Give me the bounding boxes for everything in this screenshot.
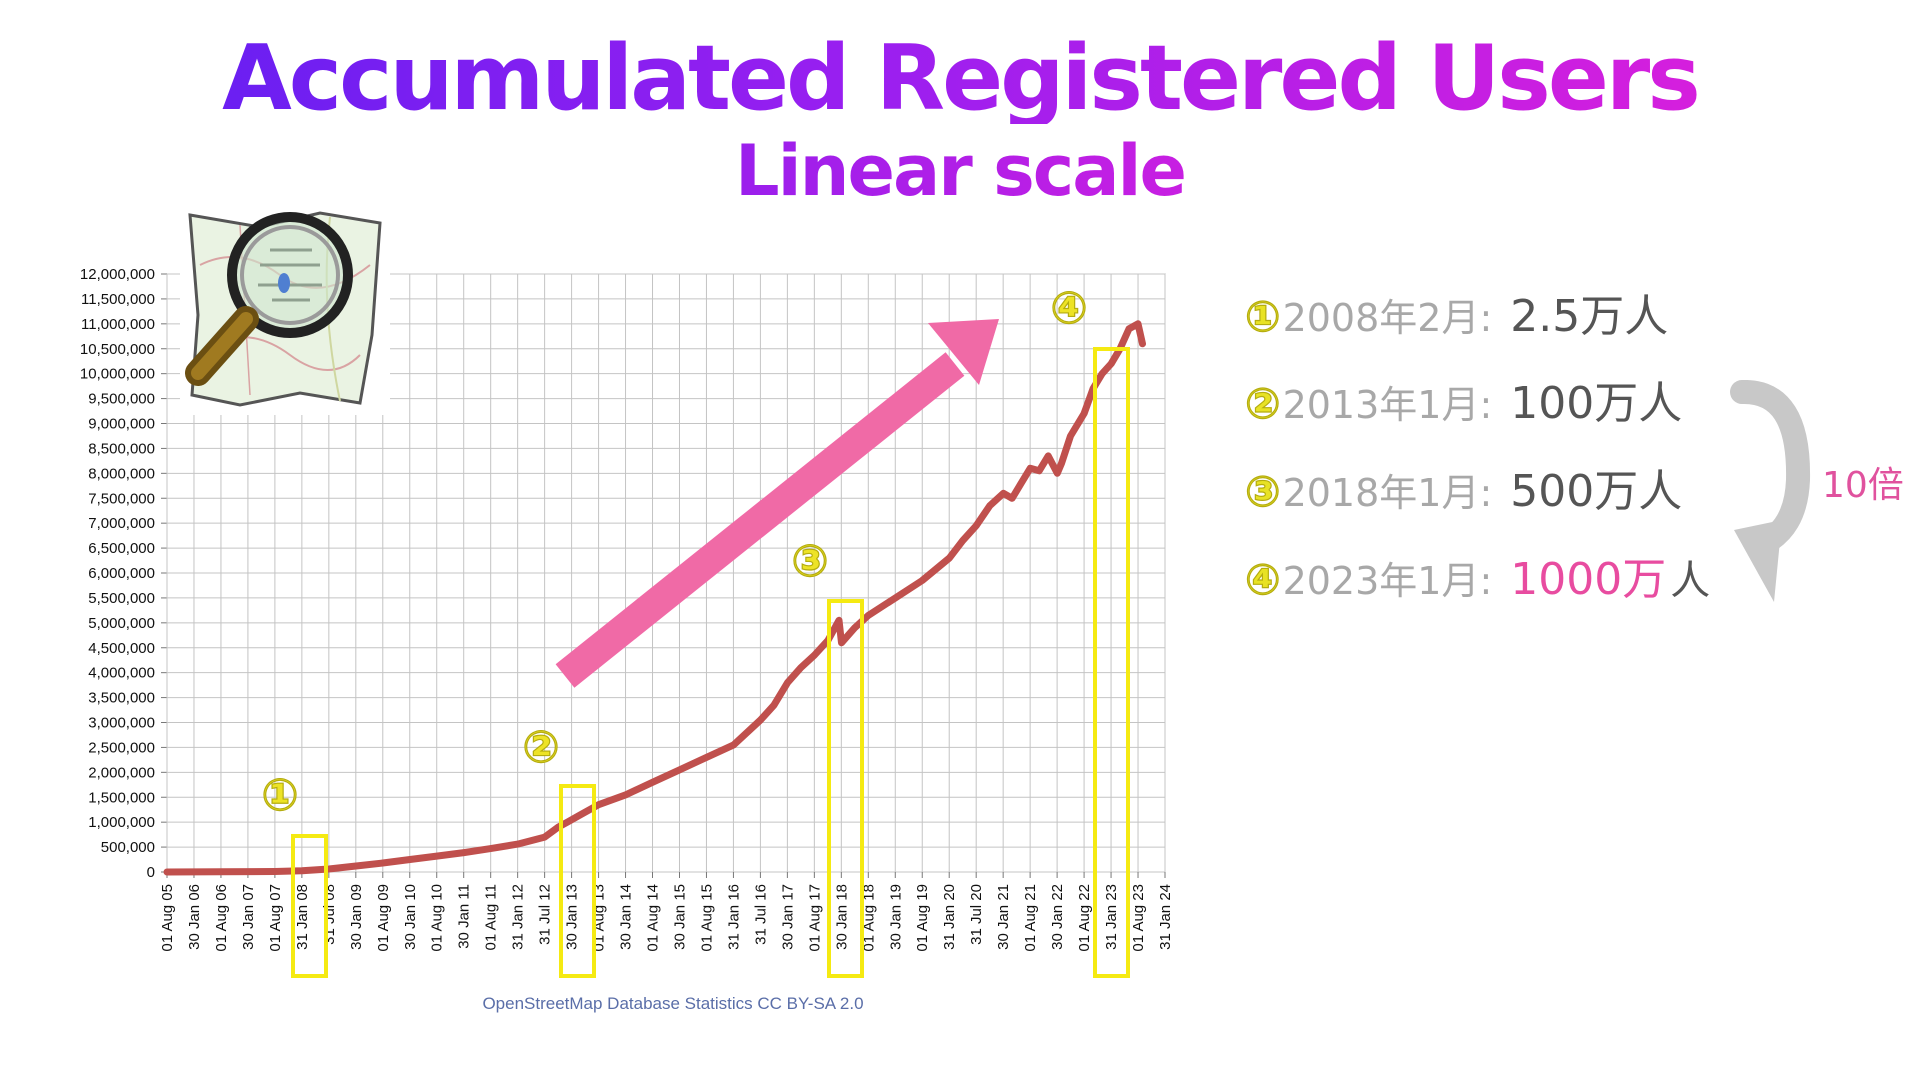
- x-tick-label: 01 Aug 15: [698, 884, 715, 952]
- marker-number: ②: [1244, 378, 1281, 428]
- annotation-date: 2018年1月:: [1282, 471, 1493, 515]
- y-tick-label: 12,000,000: [80, 266, 155, 283]
- annotation-date: 2008年2月:: [1282, 296, 1493, 340]
- y-tick-label: 9,000,000: [88, 416, 155, 433]
- x-tick-label: 01 Aug 10: [429, 884, 446, 952]
- multiplier-label: 10倍: [1822, 465, 1904, 506]
- annotation-value: 1000万: [1510, 554, 1667, 605]
- x-tick-label: 01 Aug 17: [806, 884, 823, 952]
- x-tick-label: 01 Aug 22: [1076, 884, 1093, 952]
- x-tick-label: 31 Jan 12: [510, 884, 527, 950]
- y-tick-label: 11,000,000: [81, 316, 155, 333]
- y-tick-label: 6,500,000: [88, 540, 155, 557]
- marker-label: ②: [522, 722, 559, 773]
- y-tick-label: 9,500,000: [88, 391, 155, 408]
- y-tick-label: 1,000,000: [88, 814, 155, 831]
- x-tick-label: 31 Jan 08: [294, 884, 311, 950]
- highlight-box: [559, 784, 596, 978]
- y-tick-label: 3,000,000: [88, 715, 155, 732]
- line-chart: 0 500,000 1,000,000 1,500,000 2,000,000 2,500…: [80, 266, 1174, 978]
- x-tick-label: 31 Jul 20: [968, 884, 985, 945]
- trend-arrow-head: [928, 319, 999, 385]
- page-title: Accumulated Registered Users: [0, 34, 1920, 124]
- y-tick-label: 4,000,000: [88, 665, 155, 682]
- annotation-1: ① 2008年2月: 2.5万人: [1244, 280, 1668, 342]
- annotation-4: ④ 2023年1月: 1000万 人: [1244, 543, 1711, 605]
- marker-number: ③: [1244, 466, 1281, 516]
- x-tick-label: 31 Jan 16: [725, 884, 742, 950]
- x-tick-label: 31 Jan 24: [1157, 884, 1174, 950]
- x-tick-label: 01 Aug 19: [914, 884, 931, 952]
- annotation-2: ② 2013年1月: 100万人: [1244, 367, 1682, 429]
- y-tick-label: 0: [147, 864, 155, 881]
- y-tick-label: 7,500,000: [88, 490, 155, 507]
- x-tick-label: 30 Jan 10: [402, 884, 419, 950]
- marker-label: ③: [791, 536, 828, 587]
- annotation-date: 2013年1月:: [1282, 383, 1493, 427]
- annotation-date: 2023年1月:: [1282, 559, 1493, 603]
- source-credit: OpenStreetMap Database Statistics CC BY-…: [482, 994, 864, 1013]
- x-tick-label: 30 Jan 22: [1049, 884, 1066, 950]
- y-tick-label: 10,000,000: [80, 366, 155, 383]
- openstreetmap-logo: [180, 205, 390, 415]
- y-tick-label: 5,500,000: [88, 590, 155, 607]
- x-tick-label: 30 Jan 06: [186, 884, 203, 950]
- y-tick-label: 1,500,000: [88, 789, 155, 806]
- highlight-box: [1093, 347, 1130, 978]
- x-tick-label: 01 Aug 06: [213, 884, 230, 952]
- x-tick-label: 30 Jan 15: [671, 884, 688, 950]
- page-subtitle: Linear scale: [0, 136, 1920, 206]
- y-tick-label: 3,500,000: [88, 690, 155, 707]
- x-tick-label: 01 Aug 05: [159, 884, 176, 952]
- x-tick-label: 01 Aug 11: [483, 884, 500, 950]
- x-tick-label: 01 Aug 23: [1130, 884, 1147, 952]
- x-tick-label: 30 Jan 09: [348, 884, 365, 950]
- annotation-unit: 人: [1670, 558, 1711, 604]
- x-tick-label: 31 Jul 12: [537, 884, 554, 945]
- x-tick-label: 01 Aug 09: [375, 884, 392, 952]
- annotation-3: ③ 2018年1月: 500万人: [1244, 455, 1682, 517]
- x-tick-label: 01 Aug 18: [860, 884, 877, 952]
- x-tick-label: 01 Aug 14: [645, 884, 662, 952]
- marker-number: ①: [1244, 291, 1281, 341]
- x-tick-label: 30 Jan 14: [618, 884, 635, 950]
- y-tick-label: 10,500,000: [80, 341, 155, 358]
- y-tick-label: 4,500,000: [88, 640, 155, 657]
- highlight-box: [827, 599, 864, 978]
- curved-arrow-icon: [1730, 380, 1811, 602]
- x-tick-label: 30 Jan 13: [564, 884, 581, 950]
- x-tick-label: 31 Jul 16: [752, 884, 769, 945]
- y-tick-label: 8,500,000: [88, 440, 155, 457]
- x-tick-label: 30 Jan 19: [887, 884, 904, 950]
- y-tick-label: 6,000,000: [88, 565, 155, 582]
- x-tick-label: 30 Jan 21: [995, 884, 1012, 950]
- x-tick-label: 30 Jan 18: [833, 884, 850, 950]
- x-tick-label: 31 Jan 20: [941, 884, 958, 950]
- y-tick-label: 2,000,000: [88, 764, 155, 781]
- y-tick-label: 2,500,000: [88, 739, 155, 756]
- x-tick-label: 31 Jan 23: [1103, 884, 1120, 950]
- annotation-value: 500万人: [1510, 466, 1683, 517]
- marker-label: ①: [261, 770, 298, 821]
- y-tick-label: 500,000: [101, 839, 155, 856]
- y-tick-label: 5,000,000: [88, 615, 155, 632]
- marker-label: ④: [1050, 283, 1087, 334]
- x-tick-label: 30 Jan 17: [779, 884, 796, 950]
- x-tick-label: 01 Aug 21: [1022, 884, 1039, 952]
- x-tick-label: 31 Jul 08: [321, 884, 338, 945]
- highlight-box: [291, 834, 328, 978]
- annotation-value: 2.5万人: [1510, 291, 1669, 342]
- x-tick-label: 01 Aug 07: [267, 884, 284, 952]
- annotation-value: 100万人: [1510, 378, 1683, 429]
- y-tick-label: 11,500,000: [81, 291, 155, 308]
- y-tick-label: 7,000,000: [88, 515, 155, 532]
- trend-arrow-shaft: [555, 352, 965, 688]
- x-tick-label: 30 Jan 07: [240, 884, 257, 950]
- x-tick-label: 30 Jan 11: [456, 884, 473, 949]
- marker-number: ④: [1244, 554, 1281, 604]
- y-tick-label: 8,000,000: [88, 465, 155, 482]
